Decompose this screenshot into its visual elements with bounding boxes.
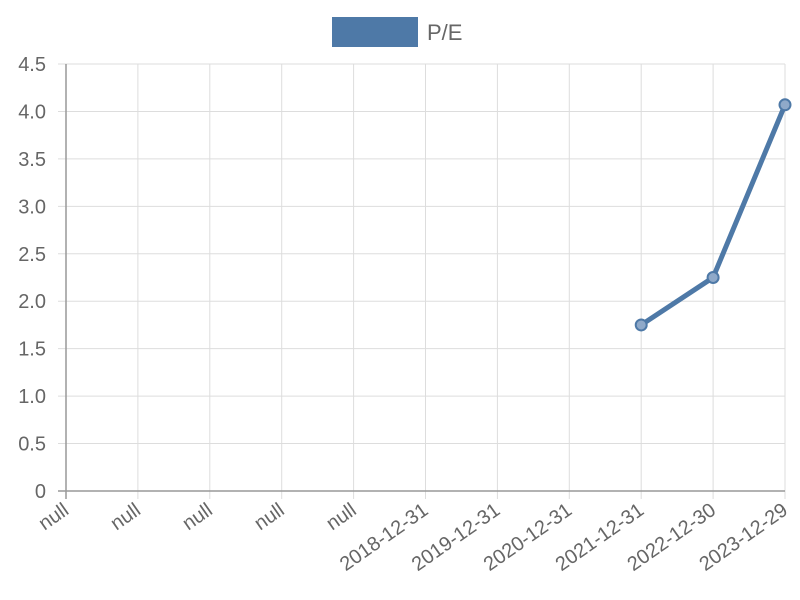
y-tick-label: 4.0 bbox=[18, 101, 46, 123]
legend-swatch[interactable] bbox=[332, 17, 418, 47]
y-tick-label: 3.5 bbox=[18, 149, 46, 171]
y-tick-label: 2.0 bbox=[18, 291, 46, 313]
y-tick-label: 4.5 bbox=[18, 54, 46, 76]
x-tick-label: null bbox=[322, 499, 360, 535]
x-tick-label: null bbox=[107, 499, 145, 535]
y-tick-label: 0 bbox=[35, 481, 46, 503]
x-tick-label: null bbox=[179, 499, 217, 535]
legend-label[interactable]: P/E bbox=[427, 20, 462, 45]
axes: 0 0.5 1.0 1.5 2.0 2.5 3.0 3.5 4.0 4.5 null null null… bbox=[18, 54, 792, 576]
data-point[interactable] bbox=[634, 318, 648, 332]
y-tick-label: 2.5 bbox=[18, 244, 46, 266]
y-tick-label: 0.5 bbox=[18, 434, 46, 456]
data-point[interactable] bbox=[778, 98, 792, 112]
y-tick-label: 1.0 bbox=[18, 386, 46, 408]
legend[interactable]: P/E bbox=[332, 17, 462, 47]
grid bbox=[58, 63, 786, 499]
series-layer bbox=[634, 98, 792, 332]
x-tick-label: null bbox=[35, 499, 73, 535]
y-tick-label: 1.5 bbox=[18, 339, 46, 361]
y-tick-label: 3.0 bbox=[18, 196, 46, 218]
x-tick-label: null bbox=[250, 499, 288, 535]
data-point[interactable] bbox=[706, 271, 720, 284]
